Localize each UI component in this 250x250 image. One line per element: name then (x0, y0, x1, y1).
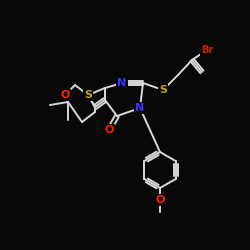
Text: Br: Br (201, 45, 213, 55)
Text: O: O (60, 90, 70, 100)
Text: S: S (159, 85, 167, 95)
Text: N: N (136, 103, 144, 113)
Text: N: N (118, 78, 127, 88)
Text: S: S (84, 90, 92, 100)
Text: O: O (155, 195, 165, 205)
Text: O: O (104, 125, 114, 135)
